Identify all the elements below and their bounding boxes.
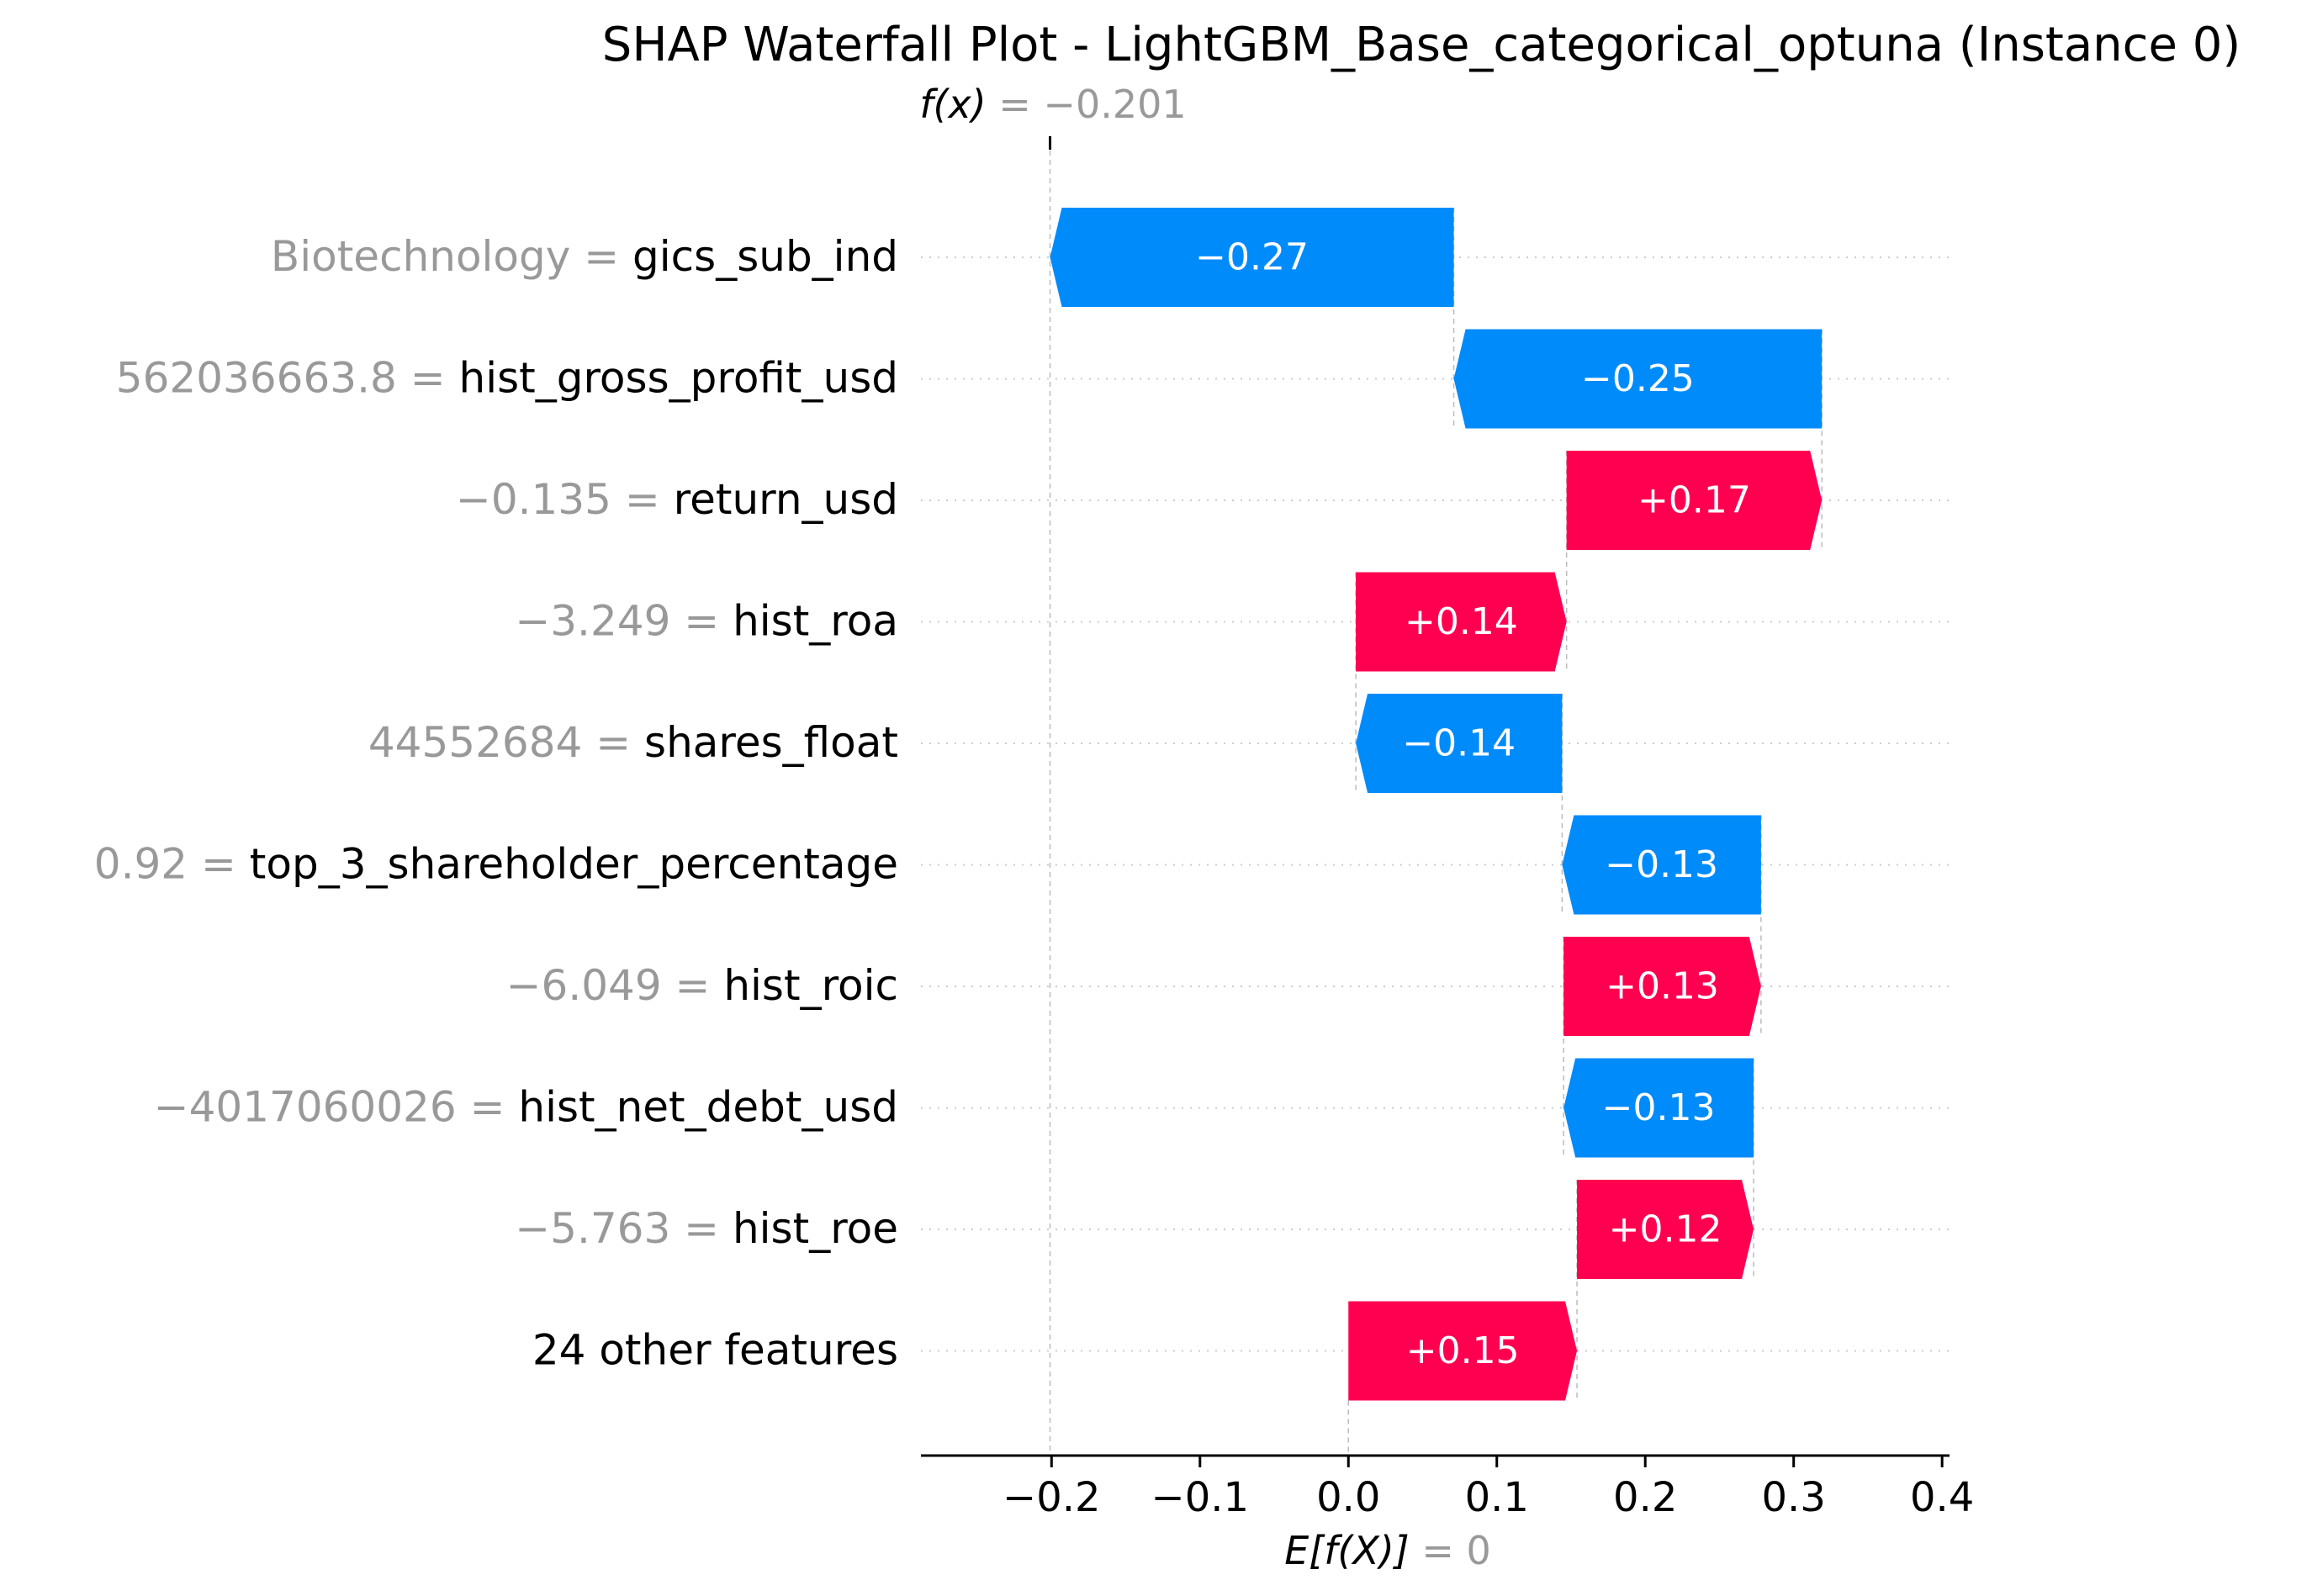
feature-value: −4017060026 = [154,1083,519,1132]
bar-value-label: +0.14 [1405,600,1518,643]
efx-prefix: E[f(X)] [1284,1528,1410,1573]
fx-prefix: f(x) [919,82,986,127]
efx-value: = 0 [1410,1528,1491,1573]
feature-value: −5.763 = [515,1204,733,1253]
feature-value: −6.049 = [506,961,724,1010]
positive-bar [1577,1180,1754,1279]
chart-title: SHAP Waterfall Plot - LightGBM_Base_cate… [602,18,2241,72]
feature-name: hist_roe [733,1204,898,1253]
feature-name: gics_sub_ind [632,232,898,281]
efx-label: E[f(X)] = 0 [1284,1528,1491,1573]
negative-bar [1562,815,1761,915]
feature-value: −3.249 = [515,597,733,646]
bar-value-label: −0.14 [1402,722,1516,765]
feature-label: −5.763 = hist_roe [515,1204,898,1253]
feature-label: −3.249 = hist_roa [515,597,898,646]
bars: −0.27 −0.25 +0.17 +0.14 −0.14 −0.13 +0.13 −0.13… [1050,208,1823,1401]
feature-label: −6.049 = hist_roic [506,961,898,1010]
bar-value-label: +0.12 [1609,1208,1722,1251]
fx-value: = −0.201 [987,82,1187,127]
feature-value: 562036663.8 = [116,354,459,403]
bar-value-label: −0.27 [1195,236,1309,279]
negative-bar [1453,329,1823,429]
x-tick-label: 0.4 [1910,1474,1974,1521]
feature-label: −4017060026 = hist_net_debt_usd [154,1083,898,1132]
bar-value-label: +0.15 [1406,1329,1520,1372]
feature-name: hist_roic [723,961,898,1010]
feature-name: return_usd [674,475,898,524]
feature-label: 24 other features [532,1326,898,1375]
feature-label: 0.92 = top_3_shareholder_percentage [94,840,898,889]
feature-label: 562036663.8 = hist_gross_profit_usd [116,354,898,403]
positive-bar [1348,1301,1578,1401]
x-tick-label: 0.3 [1762,1474,1826,1521]
feature-value: Biotechnology = [271,232,632,281]
feature-label: −0.135 = return_usd [456,475,898,524]
x-axis: −0.2 −0.1 0.0 0.1 0.2 0.3 0.4 [921,1454,1974,1521]
positive-bar [1356,572,1567,672]
x-tick-label: −0.2 [1003,1474,1101,1521]
feature-name: hist_gross_profit_usd [459,354,899,403]
bar-value-label: +0.13 [1606,965,1719,1008]
feature-value: 0.92 = [94,840,250,889]
feature-value: −0.135 = [456,475,674,524]
feature-name: shares_float [644,718,898,767]
positive-bar [1566,451,1823,550]
feature-value: 44552684 = [368,718,644,767]
feature-label: 44552684 = shares_float [368,718,898,767]
feature-name: 24 other features [532,1326,898,1375]
feature-name: top_3_shareholder_percentage [250,840,898,889]
x-tick-label: 0.2 [1613,1474,1677,1521]
feature-name: hist_net_debt_usd [518,1083,898,1132]
x-tick-label: −0.1 [1151,1474,1249,1521]
x-tick-label: 0.1 [1465,1474,1529,1521]
bar-value-label: −0.25 [1581,357,1695,400]
x-tick-label: 0.0 [1316,1474,1380,1521]
feature-label: Biotechnology = gics_sub_ind [271,232,898,281]
negative-bar [1356,694,1563,793]
connector-lines [1049,136,1823,1456]
feature-labels: Biotechnology = gics_sub_ind 562036663.8 … [94,232,898,1375]
negative-bar [1050,208,1454,307]
bar-value-label: −0.13 [1602,1086,1716,1129]
bar-value-label: +0.17 [1637,479,1751,522]
negative-bar [1563,1058,1754,1158]
positive-bar [1563,937,1761,1036]
bar-value-label: −0.13 [1605,843,1718,886]
feature-name: hist_roa [733,597,898,646]
fx-label: f(x) = −0.201 [919,82,1186,127]
